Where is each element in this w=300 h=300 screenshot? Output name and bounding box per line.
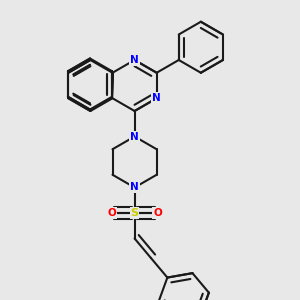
Text: N: N	[152, 93, 161, 103]
Text: N: N	[130, 55, 139, 65]
Text: S: S	[130, 208, 139, 218]
Text: O: O	[153, 208, 162, 218]
Text: O: O	[107, 208, 116, 218]
Text: N: N	[130, 131, 139, 142]
Text: N: N	[130, 182, 139, 193]
